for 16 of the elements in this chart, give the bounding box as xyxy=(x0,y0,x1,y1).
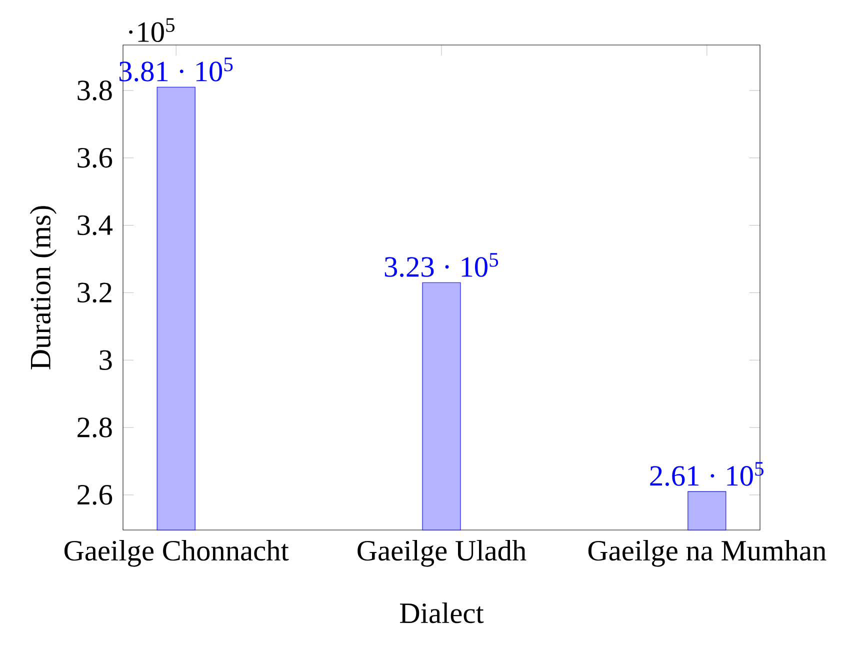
y-tick-label: 2.6 xyxy=(78,485,112,505)
y-axis-title: Duration (ms) xyxy=(30,206,56,370)
y-tick-label: 2.8 xyxy=(78,418,112,438)
y-tick-label: 3.4 xyxy=(78,215,113,236)
annotation: 3.23 · 10$^{5}$ xyxy=(384,253,498,277)
y-tick-label: 3 xyxy=(100,350,112,370)
annotation: 2.61 · 10$^{5}$ xyxy=(650,462,764,486)
y-tick-label: 3.8 xyxy=(78,80,112,100)
x-axis-title: Dialect xyxy=(400,602,484,624)
y-tick-label: 3.6 xyxy=(78,148,112,168)
x-tick-label: Gaeilge Uladh xyxy=(358,540,526,567)
text: ·10$^{5}$ xyxy=(129,18,175,42)
y-tick-label: 3.2 xyxy=(78,282,112,303)
x-tick-label: Gaeilge na Mumhan xyxy=(588,540,826,567)
x-tick-label: Gaeilge Chonnacht xyxy=(64,540,289,567)
annotation: 3.81 · 10$^{5}$ xyxy=(119,58,233,82)
